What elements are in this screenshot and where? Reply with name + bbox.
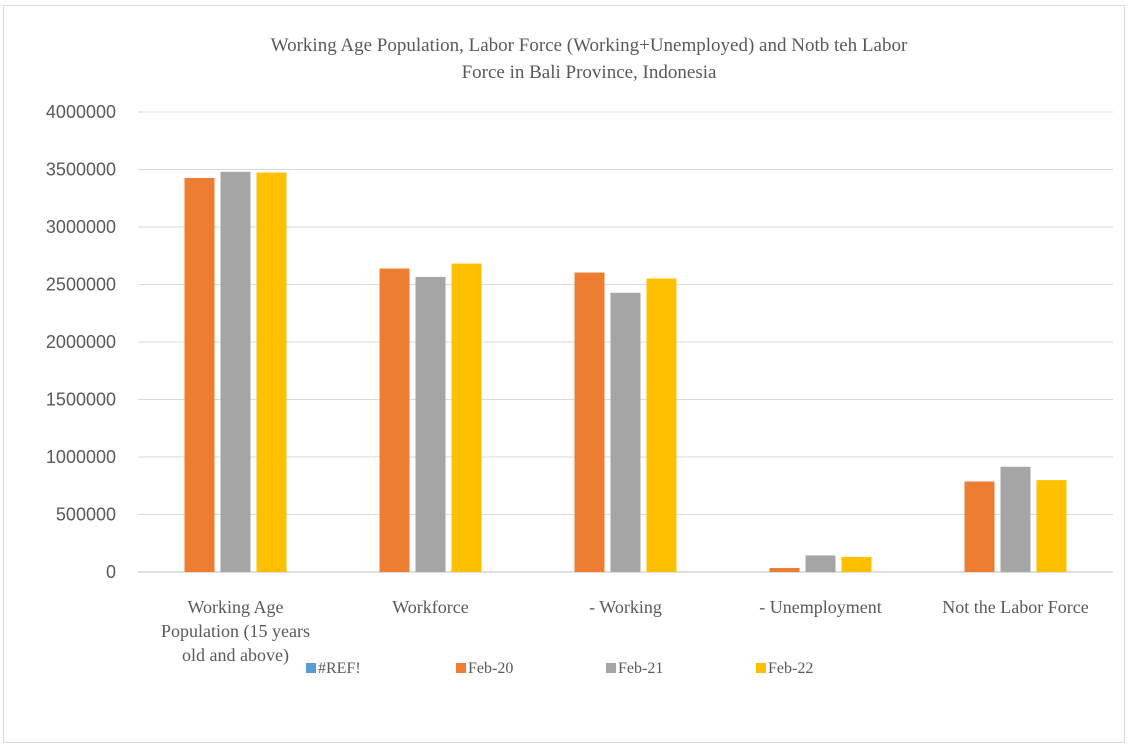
legend-label: Feb-21 bbox=[618, 660, 663, 677]
legend-label: #REF! bbox=[318, 660, 361, 677]
bar bbox=[451, 263, 482, 572]
bar bbox=[646, 278, 677, 572]
x-axis-ticks: Working Age Population (15 years old and a… bbox=[161, 597, 1089, 666]
x-tick-label: Population (15 years bbox=[161, 621, 310, 642]
bar bbox=[574, 272, 605, 572]
y-tick-label: 1500000 bbox=[46, 390, 116, 410]
bar bbox=[256, 172, 287, 573]
y-tick-label: 2500000 bbox=[46, 275, 116, 295]
bar bbox=[184, 178, 215, 572]
x-tick-label: Workforce bbox=[392, 597, 469, 617]
bar bbox=[379, 268, 410, 572]
bars bbox=[184, 171, 1067, 573]
bar bbox=[1000, 466, 1031, 572]
x-tick-label: - Working bbox=[589, 597, 662, 617]
y-tick-label: 4000000 bbox=[46, 102, 116, 122]
legend-swatch bbox=[456, 663, 466, 673]
y-tick-label: 0 bbox=[106, 562, 116, 582]
x-tick-label: Not the Labor Force bbox=[942, 597, 1088, 617]
chart-title-line-1: Working Age Population, Labor Force (Wor… bbox=[271, 35, 908, 56]
legend-label: Feb-20 bbox=[468, 660, 513, 677]
legend-swatch bbox=[756, 663, 766, 673]
bar bbox=[1036, 480, 1067, 572]
legend: #REF! Feb-20 Feb-21 Feb-22 bbox=[306, 660, 813, 677]
x-tick-label: - Unemployment bbox=[759, 597, 881, 617]
y-axis-ticks: 0 500000 1000000 1500000 2000000 2500000 30000… bbox=[46, 102, 116, 582]
x-tick-label: Working Age bbox=[187, 597, 283, 617]
bar bbox=[805, 555, 836, 572]
bar bbox=[220, 171, 251, 573]
legend-label: Feb-22 bbox=[768, 660, 813, 677]
y-tick-label: 3500000 bbox=[46, 160, 116, 180]
chart-title-line-2: Force in Bali Province, Indonesia bbox=[462, 62, 717, 83]
bar bbox=[769, 567, 800, 572]
y-tick-label: 2000000 bbox=[46, 332, 116, 352]
y-tick-label: 1000000 bbox=[46, 447, 116, 467]
bar bbox=[415, 276, 446, 572]
legend-swatch bbox=[306, 663, 316, 673]
y-tick-label: 3000000 bbox=[46, 217, 116, 237]
legend-swatch bbox=[606, 663, 616, 673]
bar bbox=[610, 292, 641, 572]
bar bbox=[841, 556, 872, 572]
gridlines bbox=[138, 111, 1113, 573]
y-tick-label: 500000 bbox=[56, 505, 116, 525]
bar bbox=[964, 481, 995, 572]
x-tick-label: old and above) bbox=[182, 645, 289, 666]
